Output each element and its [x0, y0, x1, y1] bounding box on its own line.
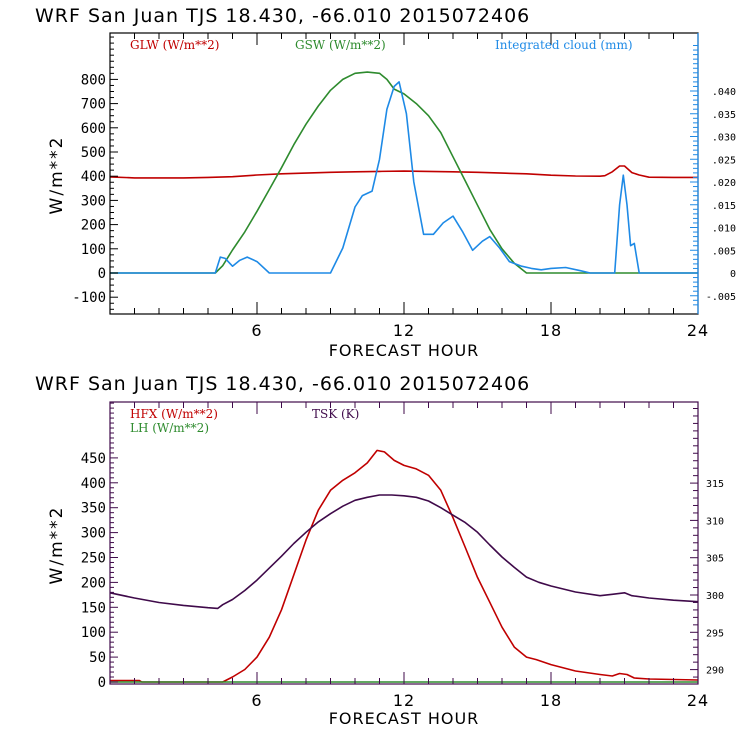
x-tick-label: 18 — [540, 321, 562, 340]
y-tick-label: 400 — [81, 169, 106, 185]
x-tick-label: 12 — [393, 691, 415, 710]
y-tick-label: 100 — [81, 242, 106, 258]
plot-frame — [109, 401, 699, 685]
y-tick-label: 0 — [98, 675, 106, 691]
y2-tick-label: .025 — [712, 155, 736, 166]
y-tick-label: 150 — [81, 600, 106, 616]
series-line-hfx — [110, 449, 699, 683]
y2-tick-label: .030 — [712, 133, 736, 144]
y-tick-label: 600 — [81, 121, 106, 137]
y-tick-label: 800 — [81, 72, 106, 88]
x-tick-label: 24 — [687, 691, 709, 710]
y2-tick-label: .040 — [712, 87, 736, 98]
legend-entry-tsk: TSK (K) — [312, 407, 359, 421]
y-tick-label: 350 — [81, 501, 106, 517]
y-axis-label: W/m**2 — [47, 136, 67, 215]
y2-tick-label: .005 — [712, 246, 736, 257]
chart-2: WRF San Juan TJS 18.430, -66.010 2015072… — [35, 373, 724, 728]
y-tick-label: 200 — [81, 575, 106, 591]
y-tick-label: 700 — [81, 97, 106, 113]
y-tick-label: 300 — [81, 193, 106, 209]
chart-1: WRF San Juan TJS 18.430, -66.010 2015072… — [35, 5, 736, 360]
series-line-tsk — [109, 494, 699, 610]
y2-tick-label: 300 — [706, 591, 724, 602]
y-axis-label: W/m**2 — [47, 506, 67, 585]
y-tick-label: 50 — [89, 650, 106, 666]
y-tick-label: 500 — [81, 145, 106, 161]
legend-entry-lh: LH (W/m**2) — [130, 421, 209, 435]
series-group — [109, 449, 699, 683]
legend-entry-gsw: GSW (W/m**2) — [295, 38, 386, 52]
x-tick-label: 24 — [687, 321, 709, 340]
y2-tick-label: .020 — [712, 178, 736, 189]
y-tick-label: -100 — [72, 290, 106, 306]
x-axis-label: FORECAST HOUR — [329, 709, 480, 728]
y2-tick-label: .015 — [712, 201, 736, 212]
legend-entry-hfx: HFX (W/m**2) — [130, 407, 218, 421]
y2-tick-label: 295 — [706, 628, 724, 639]
x-tick-label: 12 — [393, 321, 415, 340]
y2-tick-label: .035 — [712, 110, 736, 121]
y-tick-label: 450 — [81, 451, 106, 467]
x-tick-label: 6 — [251, 321, 262, 340]
y2-tick-label: 315 — [706, 479, 724, 490]
series-group — [109, 71, 698, 274]
y-tick-label: 400 — [81, 476, 106, 492]
y-tick-label: 100 — [81, 625, 106, 641]
y-tick-label: 250 — [81, 551, 106, 567]
series-line-gsw — [110, 71, 698, 274]
y2-tick-label: 310 — [706, 516, 724, 527]
x-axis-label: FORECAST HOUR — [329, 341, 480, 360]
x-tick-label: 18 — [540, 691, 562, 710]
series-line-integrated-cloud — [110, 81, 698, 274]
y-tick-label: 0 — [98, 266, 106, 282]
y2-tick-label: .010 — [712, 224, 736, 235]
legend-entry-integrated: Integrated cloud (mm) — [495, 38, 633, 52]
y-tick-label: 200 — [81, 218, 106, 234]
y2-tick-label: 290 — [706, 666, 724, 677]
series-line-glw — [109, 165, 698, 179]
chart-title: WRF San Juan TJS 18.430, -66.010 2015072… — [35, 373, 530, 395]
chart-title: WRF San Juan TJS 18.430, -66.010 2015072… — [35, 5, 530, 27]
legend-entry-glw: GLW (W/m**2) — [130, 38, 219, 52]
y2-tick-label: -.005 — [706, 292, 736, 303]
y-tick-label: 300 — [81, 526, 106, 542]
y2-tick-label: 305 — [706, 554, 724, 565]
y2-tick-label: 0 — [730, 269, 736, 280]
x-tick-label: 6 — [251, 691, 262, 710]
